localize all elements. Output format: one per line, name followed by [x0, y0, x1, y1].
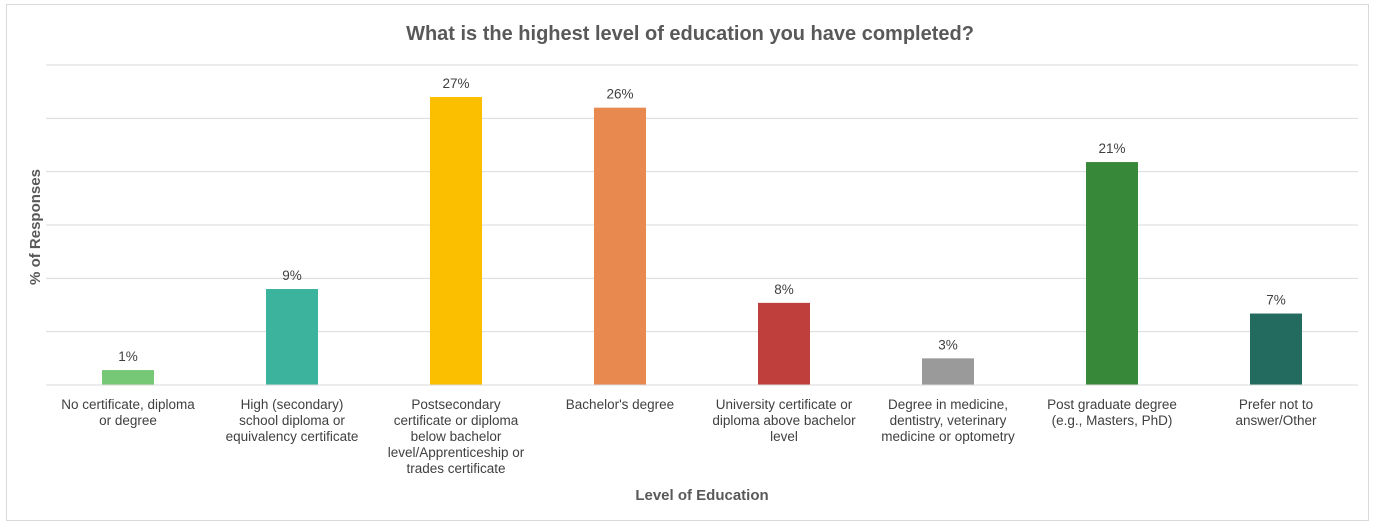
category-label-line: Prefer not to	[1239, 397, 1313, 412]
category-label: University certificate or diploma above b…	[712, 397, 856, 444]
category-label-line: below bachelor	[411, 429, 502, 444]
data-label: 26%	[606, 87, 633, 102]
data-labels: 1% 9% 27% 26% 8% 3% 21% 7%	[118, 76, 1286, 364]
category-label-line: school diploma or	[239, 413, 345, 428]
category-label-line: or degree	[99, 413, 157, 428]
data-label: 8%	[774, 282, 794, 297]
bar	[1250, 313, 1302, 385]
category-label-line: No certificate, diploma	[61, 397, 195, 412]
category-label: Post graduate degree (e.g., Masters, PhD)	[1047, 397, 1177, 428]
data-label: 21%	[1098, 141, 1125, 156]
gridlines	[46, 64, 1358, 333]
category-label-line: level	[770, 429, 798, 444]
category-label: Degree in medicine, dentistry, veterinary…	[881, 397, 1015, 444]
bar	[430, 97, 482, 385]
category-label-line: Postsecondary	[411, 397, 501, 412]
data-label: 27%	[442, 76, 469, 91]
category-label: No certificate, diploma or degree	[61, 397, 195, 428]
bars	[102, 97, 1302, 386]
category-label-line: (e.g., Masters, PhD)	[1052, 413, 1173, 428]
category-label-line: Bachelor's degree	[566, 397, 674, 412]
category-label-line: Post graduate degree	[1047, 397, 1177, 412]
category-label-line: diploma above bachelor	[712, 413, 856, 428]
bar	[594, 107, 646, 386]
y-axis-title: % of Responses	[27, 169, 44, 285]
category-labels: No certificate, diploma or degree High (se…	[61, 397, 1317, 476]
x-axis-title: Level of Education	[635, 487, 768, 504]
bar	[102, 370, 154, 385]
category-label-line: University certificate or	[716, 397, 853, 412]
bar	[758, 302, 810, 385]
category-label-line: answer/Other	[1235, 413, 1317, 428]
bar	[1086, 162, 1138, 385]
category-label: High (secondary) school diploma or equival…	[226, 397, 359, 444]
chart-frame	[6, 4, 1369, 521]
category-label-line: certificate or diploma	[394, 413, 519, 428]
category-label: Postsecondary certificate or diploma below…	[388, 397, 525, 476]
category-label: Bachelor's degree	[566, 397, 674, 412]
category-label-line: trades certificate	[406, 461, 505, 476]
data-label: 9%	[282, 268, 302, 283]
category-label-line: level/Apprenticeship or	[388, 445, 525, 460]
data-label: 1%	[118, 349, 138, 364]
bar	[266, 289, 318, 385]
category-label-line: medicine or optometry	[881, 429, 1015, 444]
data-label: 3%	[938, 337, 958, 352]
category-label-line: equivalency certificate	[226, 429, 359, 444]
bar	[922, 358, 974, 385]
data-label: 7%	[1266, 293, 1286, 308]
category-label-line: High (secondary)	[241, 397, 344, 412]
category-label-line: Degree in medicine,	[888, 397, 1008, 412]
category-label: Prefer not to answer/Other	[1235, 397, 1317, 428]
chart-title: What is the highest level of education y…	[406, 23, 974, 45]
category-label-line: dentistry, veterinary	[890, 413, 1007, 428]
